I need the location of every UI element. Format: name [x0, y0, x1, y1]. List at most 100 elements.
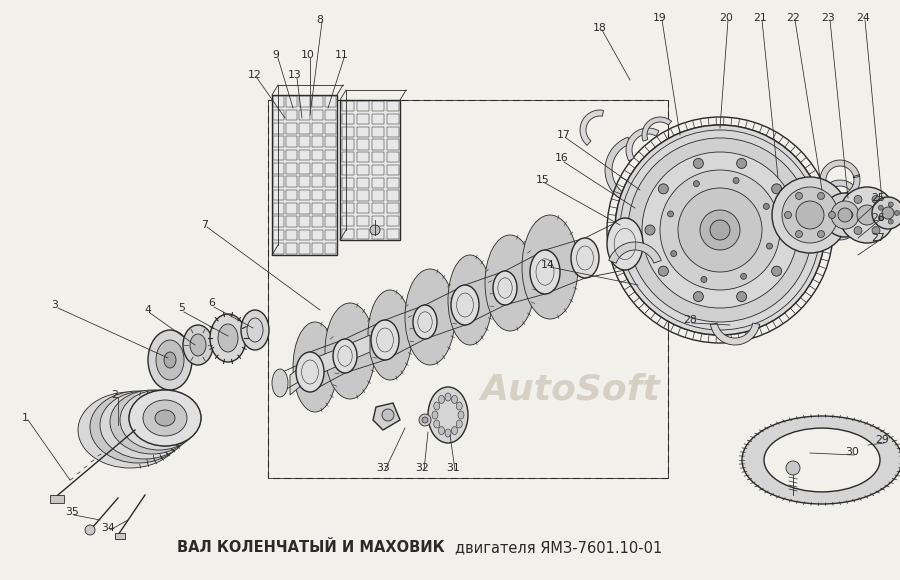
Ellipse shape [872, 195, 880, 204]
Ellipse shape [693, 180, 699, 187]
Bar [312, 230, 323, 240]
Bar [341, 177, 354, 188]
Ellipse shape [148, 330, 192, 390]
Polygon shape [626, 128, 659, 161]
Ellipse shape [767, 243, 772, 249]
Bar [356, 216, 368, 226]
Bar [356, 139, 368, 150]
Bar [386, 165, 399, 175]
Bar [372, 216, 383, 226]
Ellipse shape [678, 188, 762, 272]
Bar [325, 230, 336, 240]
Ellipse shape [85, 525, 95, 535]
Ellipse shape [763, 204, 769, 209]
Ellipse shape [872, 227, 880, 234]
Text: 16: 16 [555, 153, 569, 163]
Bar [325, 176, 336, 187]
Bar [274, 176, 284, 187]
Ellipse shape [456, 402, 463, 410]
Ellipse shape [839, 187, 895, 243]
Ellipse shape [190, 334, 206, 356]
Bar [325, 150, 336, 160]
Bar [312, 203, 323, 213]
Ellipse shape [888, 202, 894, 207]
Polygon shape [290, 360, 310, 395]
Text: 28: 28 [683, 315, 697, 325]
Text: 32: 32 [415, 463, 429, 473]
Ellipse shape [405, 269, 455, 365]
Ellipse shape [438, 426, 445, 434]
Text: 27: 27 [871, 233, 885, 243]
Bar [325, 136, 336, 147]
Bar [356, 177, 368, 188]
Bar [325, 216, 336, 227]
Ellipse shape [143, 400, 187, 436]
Ellipse shape [736, 292, 747, 302]
Bar [300, 230, 310, 240]
Bar [386, 139, 399, 150]
Polygon shape [608, 242, 662, 263]
Text: 31: 31 [446, 463, 460, 473]
Ellipse shape [785, 212, 791, 219]
Bar [286, 190, 297, 200]
Bar [286, 243, 297, 253]
Ellipse shape [796, 201, 824, 229]
Bar [341, 203, 354, 213]
Text: 9: 9 [273, 50, 279, 60]
Bar [372, 165, 383, 175]
Text: 24: 24 [856, 13, 870, 23]
Text: 26: 26 [871, 213, 885, 223]
Ellipse shape [734, 177, 739, 183]
Bar [372, 190, 383, 201]
Ellipse shape [796, 231, 803, 238]
Ellipse shape [668, 211, 673, 217]
Ellipse shape [370, 225, 380, 235]
Ellipse shape [823, 193, 867, 237]
Bar [341, 152, 354, 162]
Bar [325, 243, 336, 253]
Ellipse shape [838, 208, 852, 222]
Ellipse shape [164, 352, 176, 368]
Ellipse shape [452, 396, 457, 404]
Bar [386, 177, 399, 188]
Bar [372, 203, 383, 213]
Ellipse shape [693, 292, 704, 302]
Ellipse shape [445, 393, 451, 401]
Bar [312, 163, 323, 173]
Ellipse shape [485, 235, 535, 331]
Bar [372, 114, 383, 124]
Text: 4: 4 [145, 305, 151, 315]
Ellipse shape [456, 420, 463, 428]
Bar [274, 203, 284, 213]
Ellipse shape [615, 125, 825, 335]
Ellipse shape [90, 391, 186, 463]
Bar [372, 102, 383, 111]
Bar [300, 96, 310, 107]
Bar [325, 96, 336, 107]
Bar [386, 114, 399, 124]
Ellipse shape [607, 218, 643, 270]
Ellipse shape [829, 212, 835, 219]
Text: 34: 34 [101, 523, 115, 533]
Ellipse shape [571, 238, 599, 278]
Text: 5: 5 [178, 303, 185, 313]
Ellipse shape [659, 266, 669, 276]
Ellipse shape [432, 411, 438, 419]
Bar [312, 243, 323, 253]
Bar [372, 152, 383, 162]
Bar [268, 100, 668, 478]
Ellipse shape [110, 390, 194, 454]
Polygon shape [580, 110, 604, 146]
Ellipse shape [371, 320, 399, 360]
Text: 3: 3 [51, 300, 59, 310]
Bar [286, 230, 297, 240]
Ellipse shape [659, 184, 669, 194]
Ellipse shape [522, 215, 578, 319]
Ellipse shape [293, 322, 337, 412]
Bar [312, 110, 323, 120]
Bar [386, 102, 399, 111]
Bar [325, 203, 336, 213]
Ellipse shape [772, 177, 848, 253]
Text: 30: 30 [845, 447, 859, 457]
Bar [274, 190, 284, 200]
